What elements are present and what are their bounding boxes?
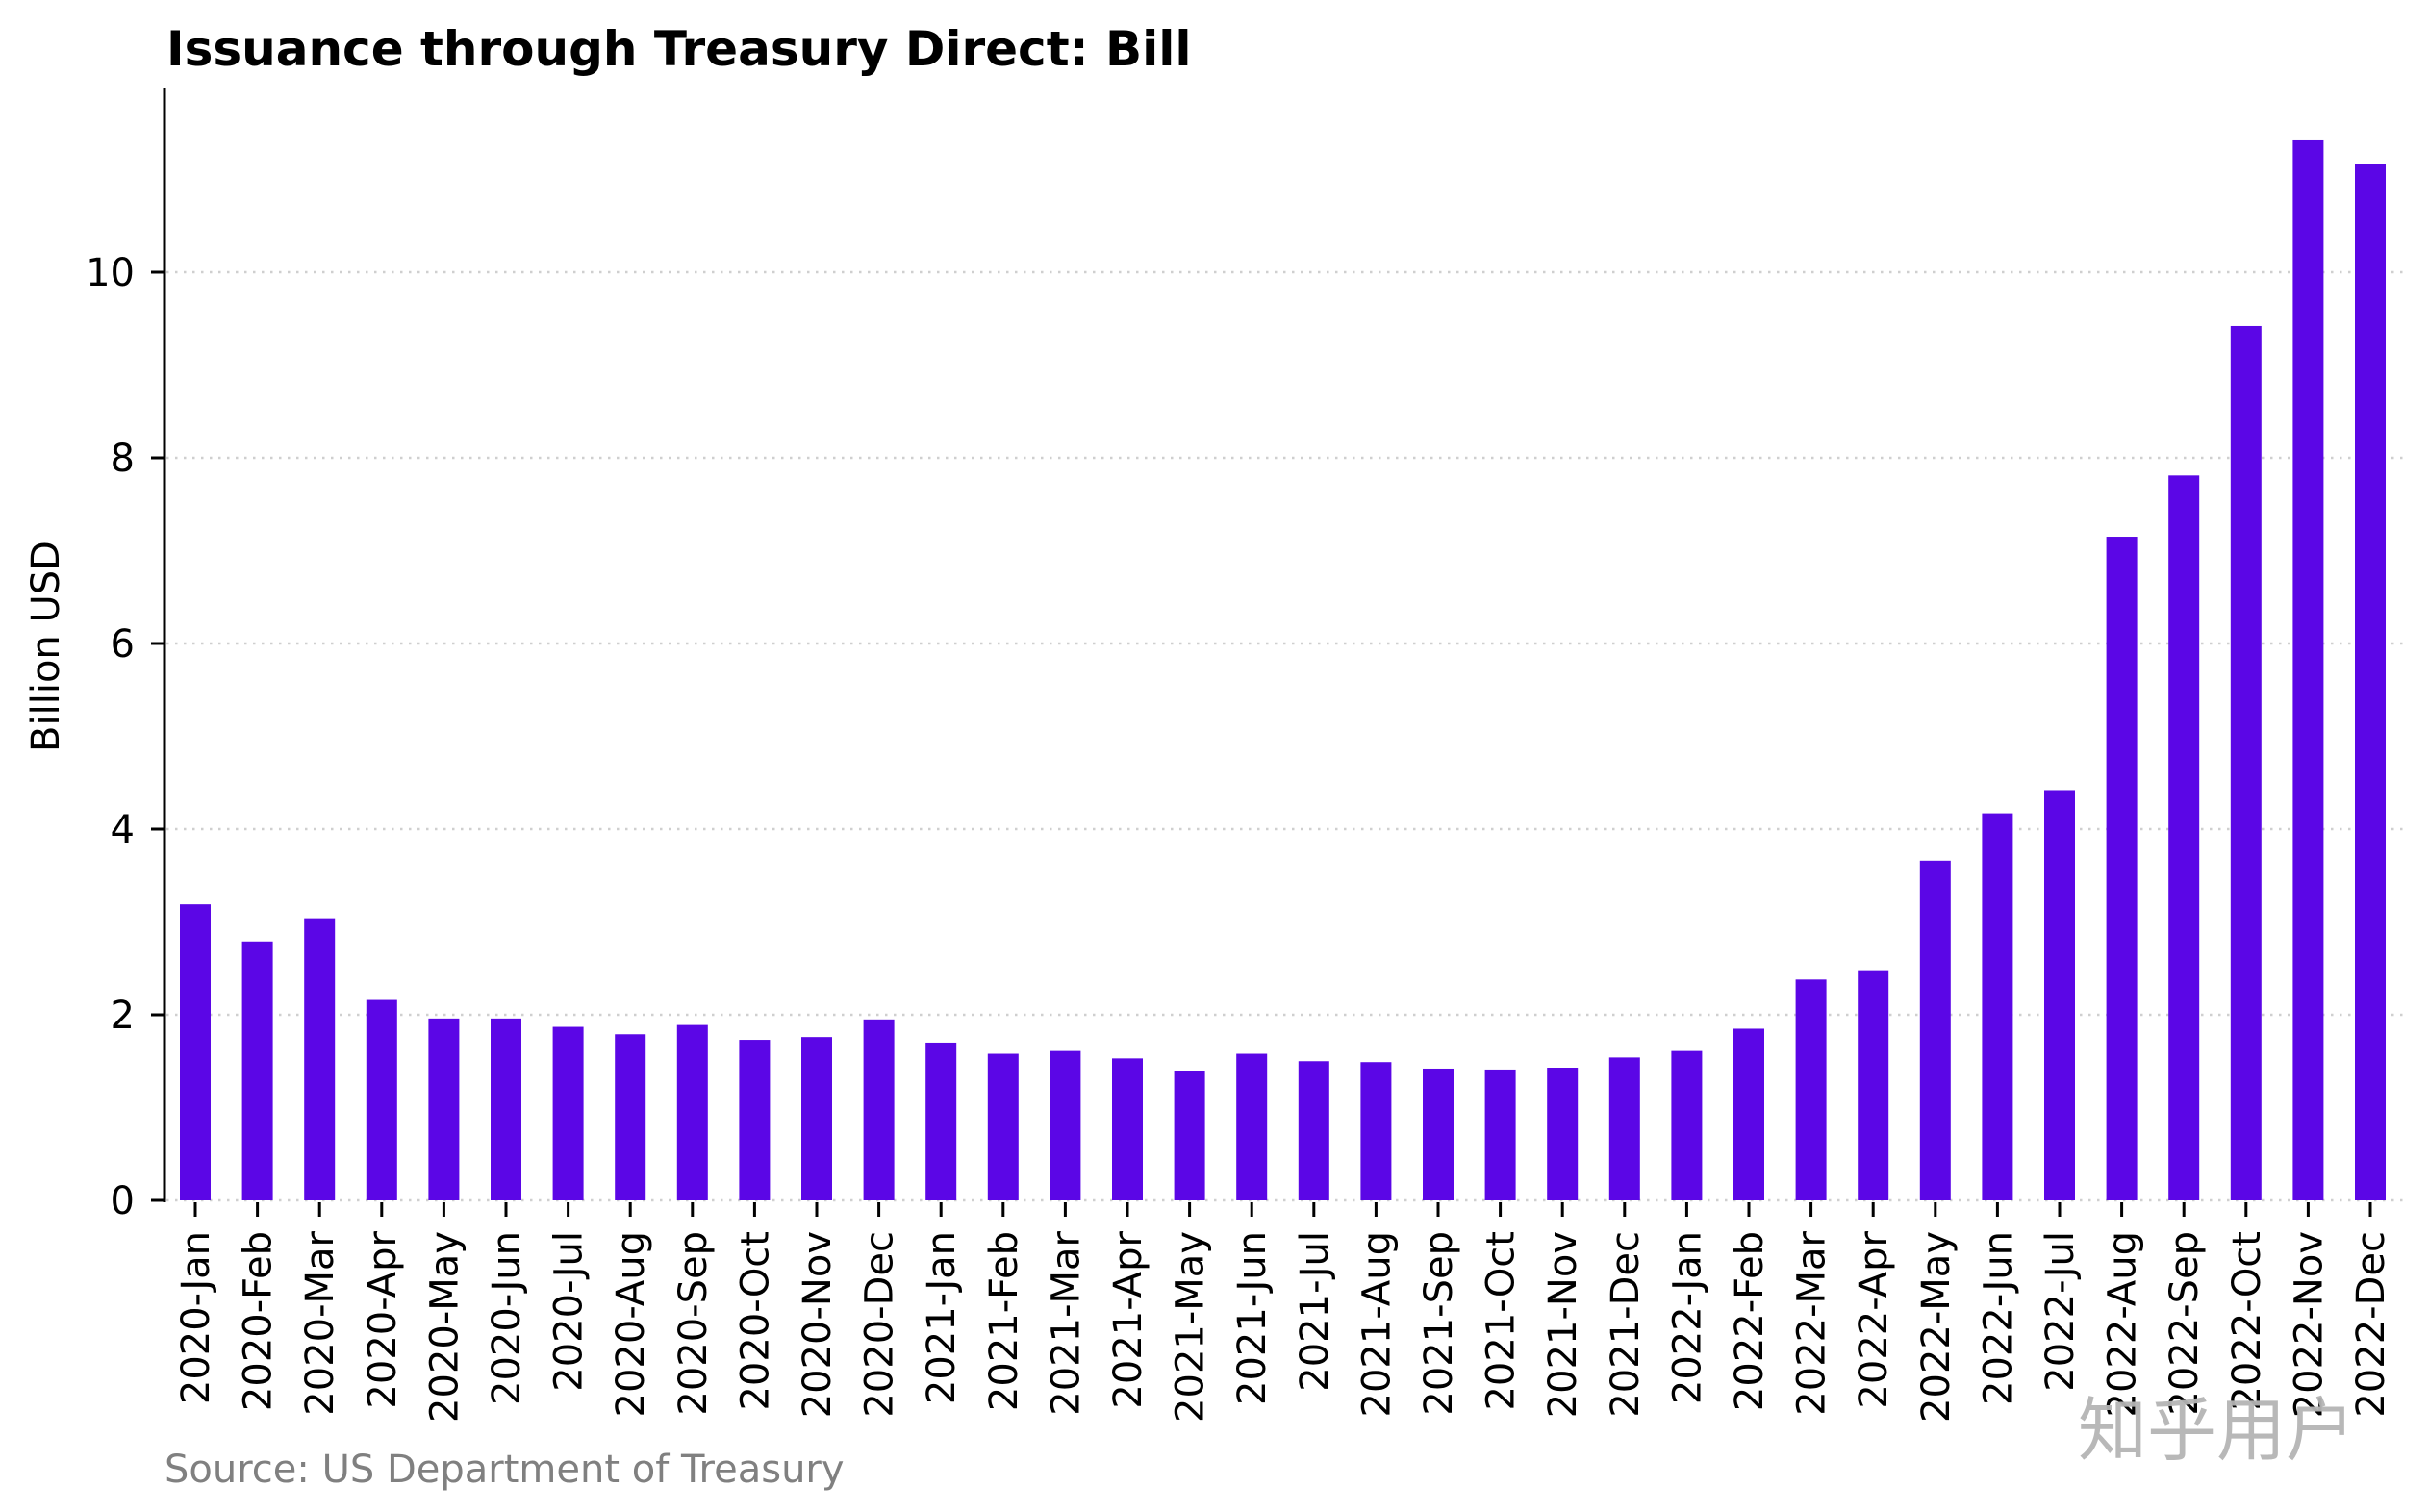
bar-2020-Jul (552, 1026, 584, 1200)
bar-2020-May (428, 1018, 460, 1200)
bar-2021-Mar (1050, 1050, 1081, 1200)
x-tick-label: 2020-Jun (485, 1231, 529, 1405)
bar-2022-Feb (1733, 1028, 1764, 1200)
bar-2021-Aug (1360, 1062, 1392, 1200)
source-note: Source: US Department of Treasury (164, 1448, 845, 1492)
x-tick-label: 2020-Nov (796, 1231, 840, 1418)
bar-2022-Dec (2355, 164, 2386, 1201)
watermark: 知乎用户 (2078, 1390, 2355, 1471)
x-tick-label: 2022-Nov (2287, 1231, 2331, 1418)
x-tick-label: 2021-Aug (1354, 1231, 1399, 1417)
x-tick-label: 2022-Dec (2349, 1231, 2393, 1418)
bar-2021-Oct (1484, 1069, 1516, 1200)
x-tick-label: 2021-Dec (1604, 1231, 1648, 1418)
y-tick-label: 10 (86, 251, 135, 295)
x-tick-label: 2020-Mar (298, 1230, 342, 1415)
bar-2022-Nov (2292, 139, 2324, 1201)
x-tick-label: 2021-Mar (1044, 1230, 1088, 1415)
x-tick-label: 2020-May (422, 1231, 467, 1423)
y-tick-label: 6 (111, 622, 135, 667)
x-tick-label: 2022-Jul (2038, 1231, 2083, 1392)
bar-2022-Oct (2230, 325, 2262, 1201)
x-tick-label: 2022-Aug (2101, 1231, 2145, 1417)
x-tick-label: 2020-Jan (174, 1231, 218, 1404)
chart-title: Issuance through Treasury Direct: Bill (166, 21, 1192, 77)
x-tick-label: 2022-Sep (2163, 1231, 2207, 1416)
bar-2021-Jan (925, 1042, 957, 1200)
x-tick-label: 2022-May (1914, 1231, 1959, 1423)
y-tick-label: 4 (111, 808, 135, 852)
x-tick-label: 2021-Jul (1293, 1231, 1337, 1392)
x-tick-label: 2021-Jan (920, 1231, 964, 1404)
bar-2020-Feb (241, 941, 273, 1200)
x-tick-label: 2021-Sep (1417, 1231, 1461, 1416)
x-tick-label: 2021-Apr (1106, 1230, 1151, 1408)
x-tick-label: 2022-Apr (1852, 1230, 1896, 1408)
bar-2020-Dec (863, 1019, 895, 1200)
x-tick-label: 2020-Feb (237, 1231, 281, 1411)
x-tick-label: 2022-Oct (2225, 1231, 2269, 1411)
x-tick-label: 2021-May (1169, 1231, 1213, 1423)
x-tick-label: 2022-Jun (1976, 1231, 2020, 1405)
x-tick-label: 2020-Jul (547, 1231, 592, 1392)
bar-2021-May (1174, 1071, 1205, 1200)
bar-2021-Apr (1112, 1058, 1143, 1200)
bar-2022-Apr (1858, 970, 1889, 1200)
x-axis: 2020-Jan 2020-Feb 2020-Mar 2020-Apr 2020-May… (174, 1202, 2393, 1423)
bar-2021-Nov (1547, 1068, 1579, 1200)
x-tick-label: 2020-Oct (733, 1231, 777, 1411)
gridlines (166, 270, 2405, 1202)
bar-2022-Sep (2168, 475, 2200, 1201)
x-tick-label: 2020-Sep (671, 1231, 716, 1416)
bar-2021-Sep (1423, 1068, 1454, 1200)
x-tick-label: 2021-Jun (1230, 1231, 1275, 1405)
y-axis: 0 2 4 6 8 10 (86, 88, 166, 1223)
x-tick-label: 2022-Feb (1728, 1231, 1772, 1411)
bar-2020-Jan (180, 904, 211, 1200)
y-tick-label: 8 (111, 437, 135, 481)
bar-2020-Mar (304, 918, 336, 1200)
bar-2022-Mar (1795, 979, 1827, 1200)
bar-2022-Jun (1982, 813, 2013, 1200)
bar-2022-May (1919, 860, 1951, 1200)
bar-2021-Feb (987, 1053, 1019, 1200)
bar-2020-Oct (739, 1040, 771, 1200)
bar-2022-Jul (2044, 790, 2075, 1200)
x-tick-label: 2022-Mar (1790, 1230, 1834, 1415)
bar-2022-Jan (1671, 1050, 1703, 1200)
x-tick-label: 2021-Nov (1541, 1231, 1585, 1418)
bar-2020-Apr (366, 999, 397, 1200)
y-tick-label: 2 (111, 994, 135, 1038)
bar-2022-Aug (2106, 537, 2138, 1200)
y-tick-label: 0 (111, 1179, 135, 1223)
bar-2021-Jul (1298, 1061, 1329, 1200)
x-tick-label: 2020-Apr (361, 1230, 405, 1408)
bar-2020-Aug (615, 1034, 646, 1200)
x-tick-label: 2022-Jan (1665, 1231, 1709, 1404)
bar-2021-Dec (1608, 1057, 1640, 1200)
bar-2020-Jun (491, 1018, 521, 1200)
bar-2020-Nov (801, 1037, 832, 1200)
y-axis-label: Billion USD (24, 541, 68, 752)
x-tick-label: 2021-Feb (982, 1231, 1026, 1411)
bars (180, 139, 2386, 1201)
bar-2020-Sep (676, 1024, 708, 1200)
x-tick-label: 2021-Oct (1480, 1231, 1524, 1411)
x-tick-label: 2020-Aug (609, 1231, 653, 1417)
x-tick-label: 2020-Dec (858, 1231, 902, 1418)
bar-2021-Jun (1236, 1053, 1268, 1200)
